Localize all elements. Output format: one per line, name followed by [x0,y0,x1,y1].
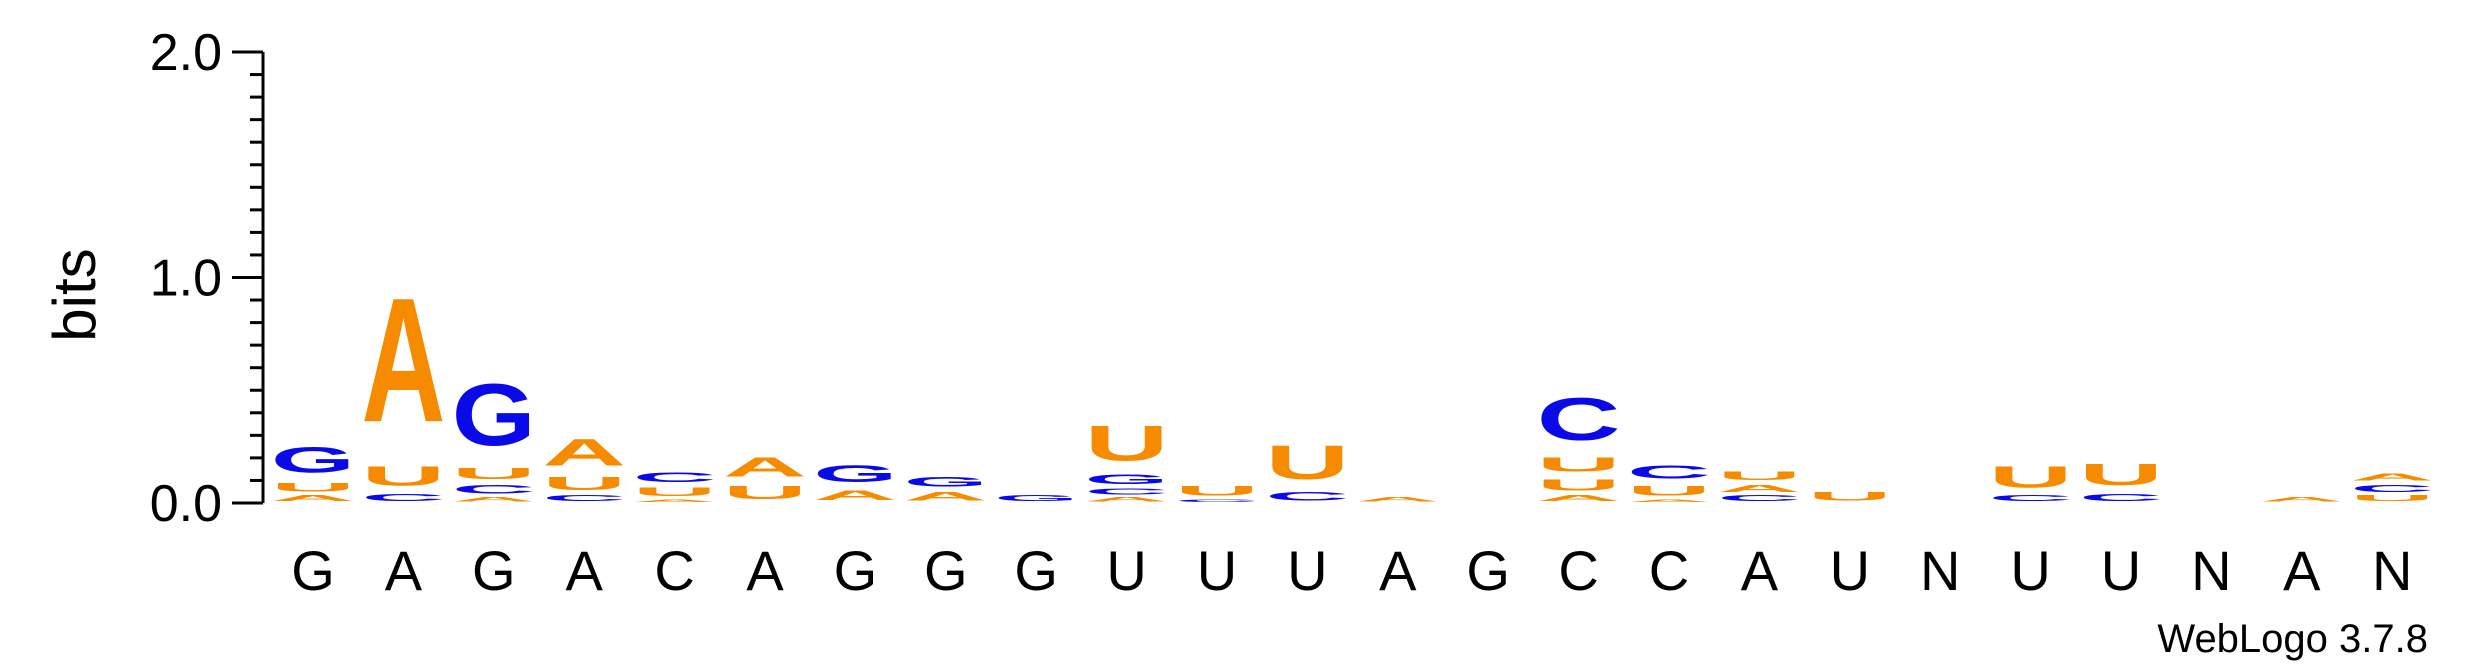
x-tick-label: A [385,539,423,602]
x-tick-label: A [1741,539,1779,602]
logo-letter-c: C [452,483,536,497]
logo-letter-c: C [1085,487,1169,496]
logo-letter-u: U [2079,458,2163,492]
weblogo-credit: WebLogo 3.7.8 [2157,617,2428,661]
y-tick-label: 1.0 [150,250,222,308]
y-axis-ticks: 0.0 1.0 2.0 [150,24,263,533]
logo-letter-u: U [1537,453,1621,476]
x-tick-label: C [1558,539,1598,602]
x-tick-label: U [1197,539,1237,602]
logo-letter-g: G [271,440,355,481]
logo-letter-a: A [542,431,626,473]
x-tick-label: N [1920,539,1960,602]
logo-letter-a: A [1627,499,1711,503]
logo-letter-g: G [813,460,897,487]
logo-letter-g: G [452,365,536,464]
logo-letter-a: A [723,451,807,483]
x-tick-label: G [924,539,968,602]
logo-letter-c: C [1717,494,1801,503]
x-tick-label: N [2191,539,2231,602]
x-tick-label: G [1466,539,1510,602]
logo-letter-a: A [1085,496,1169,503]
y-axis-label: bits [41,248,108,341]
x-tick-label: A [2283,539,2321,602]
x-tick-label: A [566,539,604,602]
logo-letter-c: C [2079,492,2163,503]
logo-letter-c: C [1537,385,1621,453]
logo-letter-a: A [1717,483,1801,494]
x-tick-label: U [1830,539,1870,602]
logo-letter-c: C [1175,499,1259,503]
logo-letter-c: C [1265,489,1349,503]
x-tick-label: C [1649,539,1689,602]
x-tick-label: G [472,539,516,602]
logo-letter-a: A [633,499,717,503]
logo-letter-u: U [633,485,717,499]
x-tick-label: U [2010,539,2050,602]
logo-letter-a: A [1356,496,1440,503]
logo-letter-g: G [994,494,1078,503]
logo-letter-g: G [904,474,988,490]
x-tick-label: A [1379,539,1417,602]
x-tick-label: G [1014,539,1058,602]
y-tick-label: 0.0 [150,475,222,533]
x-tick-label: C [654,539,694,602]
logo-letter-a: A [813,487,897,503]
logo-letter-u: U [723,483,807,503]
logo-letter-u: U [361,460,445,492]
logo-letter-a: A [271,494,355,503]
x-tick-label: G [291,539,335,602]
logo-letter-u: U [1989,460,2073,494]
x-tick-label: N [2372,539,2412,602]
logo-letter-u: U [1808,489,1892,503]
logo-letter-c: C [1989,494,2073,503]
logo-letter-a: A [904,489,988,503]
x-tick-label: U [1106,539,1146,602]
logo-letter-u: U [542,474,626,494]
logo-letter-u: U [1537,476,1621,494]
logo-letter-a: A [1537,494,1621,503]
logo-letter-u: U [1265,435,1349,489]
logo-letter-a: A [361,260,445,459]
logo-letter-u: U [1627,483,1711,499]
y-tick-label: 2.0 [150,24,222,82]
logo-letter-u: U [1175,483,1259,499]
x-tick-label: U [1287,539,1327,602]
logo-letter-c: C [542,494,626,503]
logo-letter-c: C [361,492,445,503]
logo-letter-a: A [2350,471,2434,482]
x-tick-label: U [2101,539,2141,602]
logo-letter-u: U [271,480,355,494]
logo-letter-u: U [2350,494,2434,503]
logo-letter-u: U [452,465,536,483]
logo-letter-c: C [633,469,717,485]
x-tick-label: G [834,539,878,602]
x-tick-label: A [746,539,784,602]
logo-letter-a: A [452,496,536,503]
logo-letter-c: C [1627,462,1711,482]
logo-letter-a: A [2260,496,2344,503]
logo-letter-g: G [1085,471,1169,487]
logo-letter-c: C [2350,483,2434,494]
logo-letter-u: U [1085,415,1169,471]
logo-letter-u: U [1717,469,1801,483]
y-axis-label-group: bits [41,248,108,341]
